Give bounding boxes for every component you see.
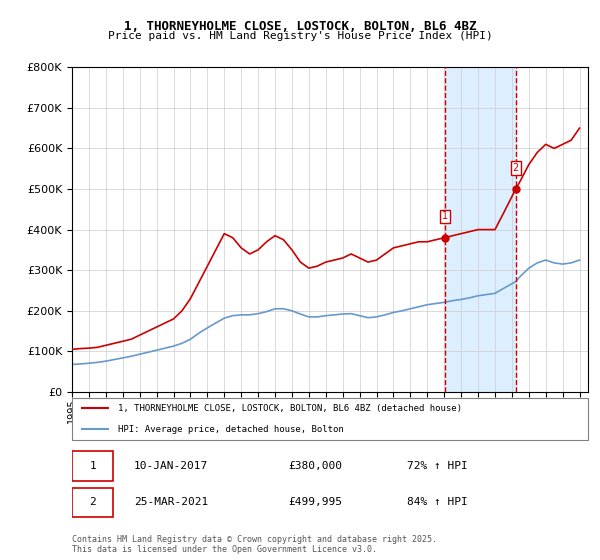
FancyBboxPatch shape: [72, 451, 113, 481]
Text: 1, THORNEYHOLME CLOSE, LOSTOCK, BOLTON, BL6 4BZ: 1, THORNEYHOLME CLOSE, LOSTOCK, BOLTON, …: [124, 20, 476, 32]
Text: £499,995: £499,995: [289, 497, 343, 507]
Bar: [445, 67, 516, 392]
FancyBboxPatch shape: [72, 398, 588, 440]
Text: 84% ↑ HPI: 84% ↑ HPI: [407, 497, 468, 507]
Text: £380,000: £380,000: [289, 461, 343, 471]
Text: 2: 2: [512, 163, 519, 173]
Text: 25-MAR-2021: 25-MAR-2021: [134, 497, 208, 507]
Text: 1: 1: [442, 212, 448, 222]
Text: Price paid vs. HM Land Registry's House Price Index (HPI): Price paid vs. HM Land Registry's House …: [107, 31, 493, 41]
FancyBboxPatch shape: [72, 488, 113, 517]
Text: 2: 2: [89, 497, 96, 507]
Text: 1, THORNEYHOLME CLOSE, LOSTOCK, BOLTON, BL6 4BZ (detached house): 1, THORNEYHOLME CLOSE, LOSTOCK, BOLTON, …: [118, 404, 463, 413]
Text: 72% ↑ HPI: 72% ↑ HPI: [407, 461, 468, 471]
Text: 10-JAN-2017: 10-JAN-2017: [134, 461, 208, 471]
Text: HPI: Average price, detached house, Bolton: HPI: Average price, detached house, Bolt…: [118, 424, 344, 433]
Text: Contains HM Land Registry data © Crown copyright and database right 2025.
This d: Contains HM Land Registry data © Crown c…: [72, 535, 437, 554]
Text: 1: 1: [89, 461, 96, 471]
